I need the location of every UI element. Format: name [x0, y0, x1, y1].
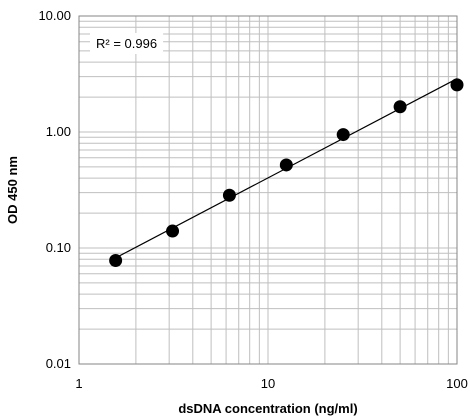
y-tick-label: 0.10: [46, 240, 71, 255]
x-axis-title: dsDNA concentration (ng/ml): [178, 401, 357, 416]
data-point: [109, 254, 123, 268]
x-tick-label: 1: [75, 376, 82, 391]
x-tick-labels: 1 10 100: [75, 376, 467, 391]
data-point: [336, 128, 350, 142]
data-points: [109, 78, 464, 268]
y-tick-labels: 0.01 0.10 1.00 10.00: [38, 8, 71, 371]
plot-frame: [78, 15, 458, 365]
annotation-background: [90, 33, 164, 54]
data-point: [222, 188, 236, 202]
data-point: [393, 100, 407, 114]
y-tick-label: 1.00: [46, 124, 71, 139]
r-squared-annotation: R² = 0.996: [96, 36, 157, 51]
data-point: [450, 78, 464, 92]
data-point: [166, 224, 180, 238]
y-axis-title: OD 450 nm: [5, 156, 20, 224]
y-tick-label: 10.00: [38, 8, 71, 23]
grid: [78, 15, 458, 365]
x-tick-label: 10: [261, 376, 275, 391]
x-tick-label: 100: [446, 376, 468, 391]
data-point: [279, 158, 293, 172]
y-tick-label: 0.01: [46, 356, 71, 371]
